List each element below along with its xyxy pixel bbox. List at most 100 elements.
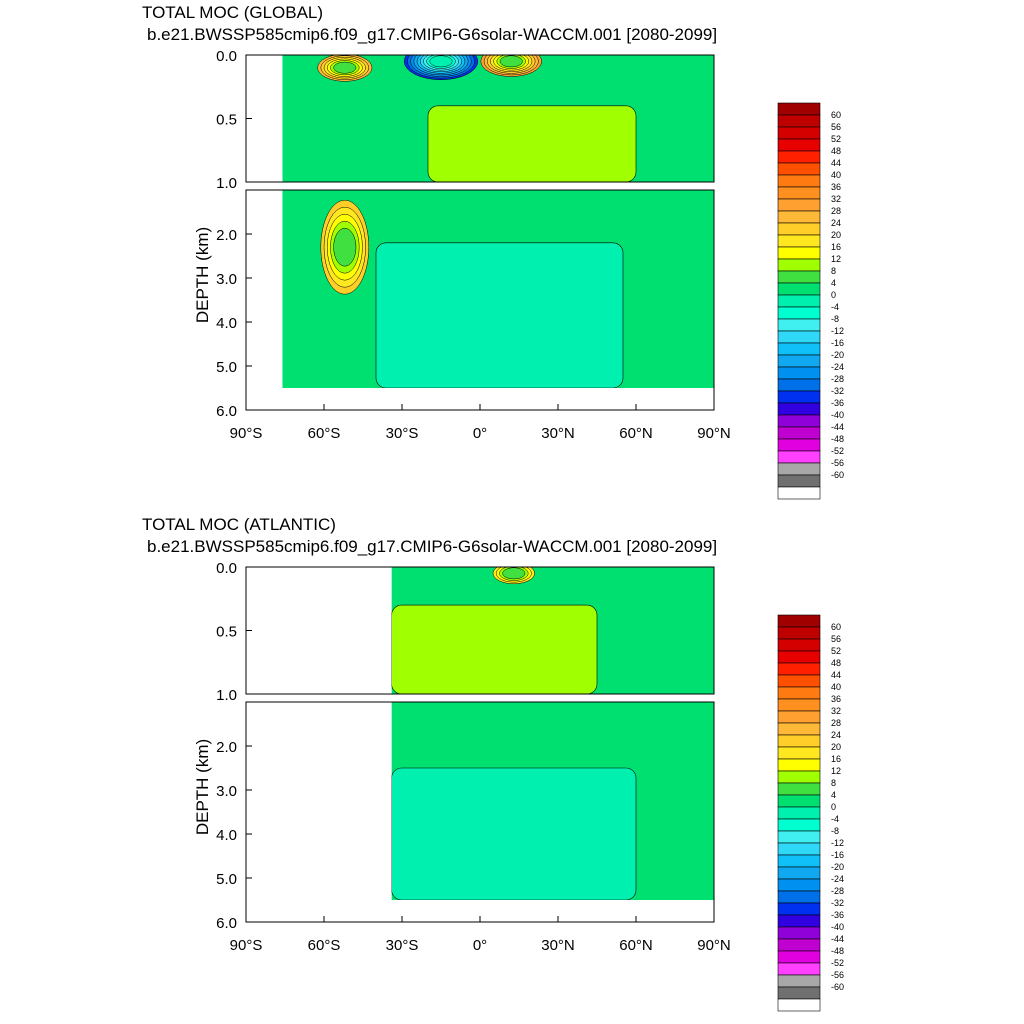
colorbar-swatch	[777, 650, 821, 664]
colorbar-label: -48	[831, 946, 844, 956]
colorbar-swatch	[777, 986, 821, 1000]
colorbar-label: -8	[831, 314, 839, 324]
colorbar-swatch	[777, 950, 821, 964]
moc-contour-1-1	[333, 227, 357, 267]
colorbar-swatch	[777, 794, 821, 808]
colorbar-swatch	[777, 830, 821, 844]
x-tick-label: 90°S	[230, 425, 263, 442]
x-tick-label: 90°N	[697, 425, 731, 442]
y-tick-label: 4.0	[216, 827, 237, 844]
colorbar-swatch	[777, 710, 821, 724]
y-tick-label: 6.0	[216, 915, 237, 932]
colorbar-swatch	[777, 294, 821, 308]
colorbar-swatch	[777, 138, 821, 152]
colorbar-label: 8	[831, 778, 836, 788]
colorbar-label: 8	[831, 266, 836, 276]
colorbar-swatch	[777, 962, 821, 976]
colorbar-label: 44	[831, 670, 841, 680]
colorbar-label: 48	[831, 146, 841, 156]
chart-subtitle-atlantic: b.e21.BWSSP585cmip6.f09_g17.CMIP6-G6sola…	[147, 537, 718, 556]
colorbar-label: -60	[831, 470, 844, 480]
colorbar-swatch	[777, 306, 821, 320]
colorbar-label: 48	[831, 658, 841, 668]
colorbar-swatch	[777, 390, 821, 404]
colorbar-label: 4	[831, 278, 836, 288]
colorbar-label: -36	[831, 910, 844, 920]
y-tick-label: 3.0	[216, 271, 237, 288]
plot-panel-0: 0.0 0.5 1.0 2.0 3.0 4.0 5.0 6.0 DEPTH (km) 90°S 60…	[193, 48, 731, 442]
y-tick-label: 0.5	[216, 112, 237, 129]
moc-band-0	[391, 604, 598, 695]
colorbar-swatch	[777, 782, 821, 796]
colorbar-swatch	[777, 926, 821, 940]
colorbar-swatch	[777, 614, 821, 628]
colorbar-label: 40	[831, 682, 841, 692]
colorbar-label: -56	[831, 970, 844, 980]
colorbar-swatch	[777, 378, 821, 392]
colorbar-0: 60565248444036322824201612840-4-8-12-16-…	[777, 102, 844, 500]
land-mask-south	[246, 55, 283, 410]
colorbar-label: -36	[831, 398, 844, 408]
colorbar-label: 0	[831, 802, 836, 812]
chart-title-global: TOTAL MOC (GLOBAL)	[142, 3, 324, 22]
colorbar-label: 24	[831, 218, 841, 228]
colorbar-swatch	[777, 854, 821, 868]
chart-subtitle-global: b.e21.BWSSP585cmip6.f09_g17.CMIP6-G6sola…	[147, 25, 718, 44]
colorbar-label: -8	[831, 826, 839, 836]
colorbar-swatch	[777, 866, 821, 880]
colorbar-swatch	[777, 758, 821, 772]
x-tick-label: 30°S	[386, 425, 419, 442]
colorbar-swatch	[777, 402, 821, 416]
moc-band-5	[375, 242, 624, 389]
colorbar-1: 60565248444036322824201612840-4-8-12-16-…	[777, 614, 844, 1012]
colorbar-label: 28	[831, 206, 841, 216]
x-tick-label: 60°N	[619, 937, 653, 954]
colorbar-swatch	[777, 150, 821, 164]
colorbar-label: -56	[831, 458, 844, 468]
y-tick-label: 3.0	[216, 783, 237, 800]
colorbar-label: 28	[831, 718, 841, 728]
x-tick-label: 30°N	[541, 425, 575, 442]
colorbar-label: 56	[831, 122, 841, 132]
colorbar-swatch	[777, 186, 821, 200]
colorbar-label: -60	[831, 982, 844, 992]
colorbar-label: -16	[831, 850, 844, 860]
colorbar-swatch	[777, 114, 821, 128]
moc-band-4	[427, 105, 637, 183]
moc-field	[246, 567, 714, 922]
x-tick-label: 30°N	[541, 937, 575, 954]
moc-field	[246, 55, 714, 410]
y-axis-label: DEPTH (km)	[193, 227, 212, 323]
colorbar-label: -52	[831, 958, 844, 968]
colorbar-swatch	[777, 198, 821, 212]
colorbar-swatch	[777, 974, 821, 988]
colorbar-swatch	[777, 222, 821, 236]
colorbar-label: 12	[831, 766, 841, 776]
colorbar-label: 52	[831, 134, 841, 144]
colorbar-label: 56	[831, 634, 841, 644]
colorbar-label: -32	[831, 386, 844, 396]
y-tick-label: 5.0	[216, 871, 237, 888]
x-tick-label: 90°N	[697, 937, 731, 954]
colorbar-label: 20	[831, 230, 841, 240]
colorbar-label: 20	[831, 742, 841, 752]
y-tick-label: 5.0	[216, 359, 237, 376]
colorbar-label: 36	[831, 694, 841, 704]
y-tick-label: 1.0	[216, 687, 237, 704]
colorbar-swatch	[777, 674, 821, 688]
colorbar-label: -20	[831, 862, 844, 872]
colorbar-label: 40	[831, 170, 841, 180]
y-tick-label: 0.0	[216, 560, 237, 577]
colorbar-label: 16	[831, 754, 841, 764]
x-tick-label: 90°S	[230, 937, 263, 954]
colorbar-swatch	[777, 450, 821, 464]
colorbar-swatch	[777, 246, 821, 260]
y-axis-label: DEPTH (km)	[193, 739, 212, 835]
colorbar-swatch	[777, 998, 821, 1012]
x-tick-label: 30°S	[386, 937, 419, 954]
colorbar-label: -4	[831, 814, 839, 824]
x-tick-label: 60°S	[308, 937, 341, 954]
y-tick-label: 6.0	[216, 403, 237, 420]
y-tick-label: 0.0	[216, 48, 237, 65]
colorbar-swatch	[777, 698, 821, 712]
